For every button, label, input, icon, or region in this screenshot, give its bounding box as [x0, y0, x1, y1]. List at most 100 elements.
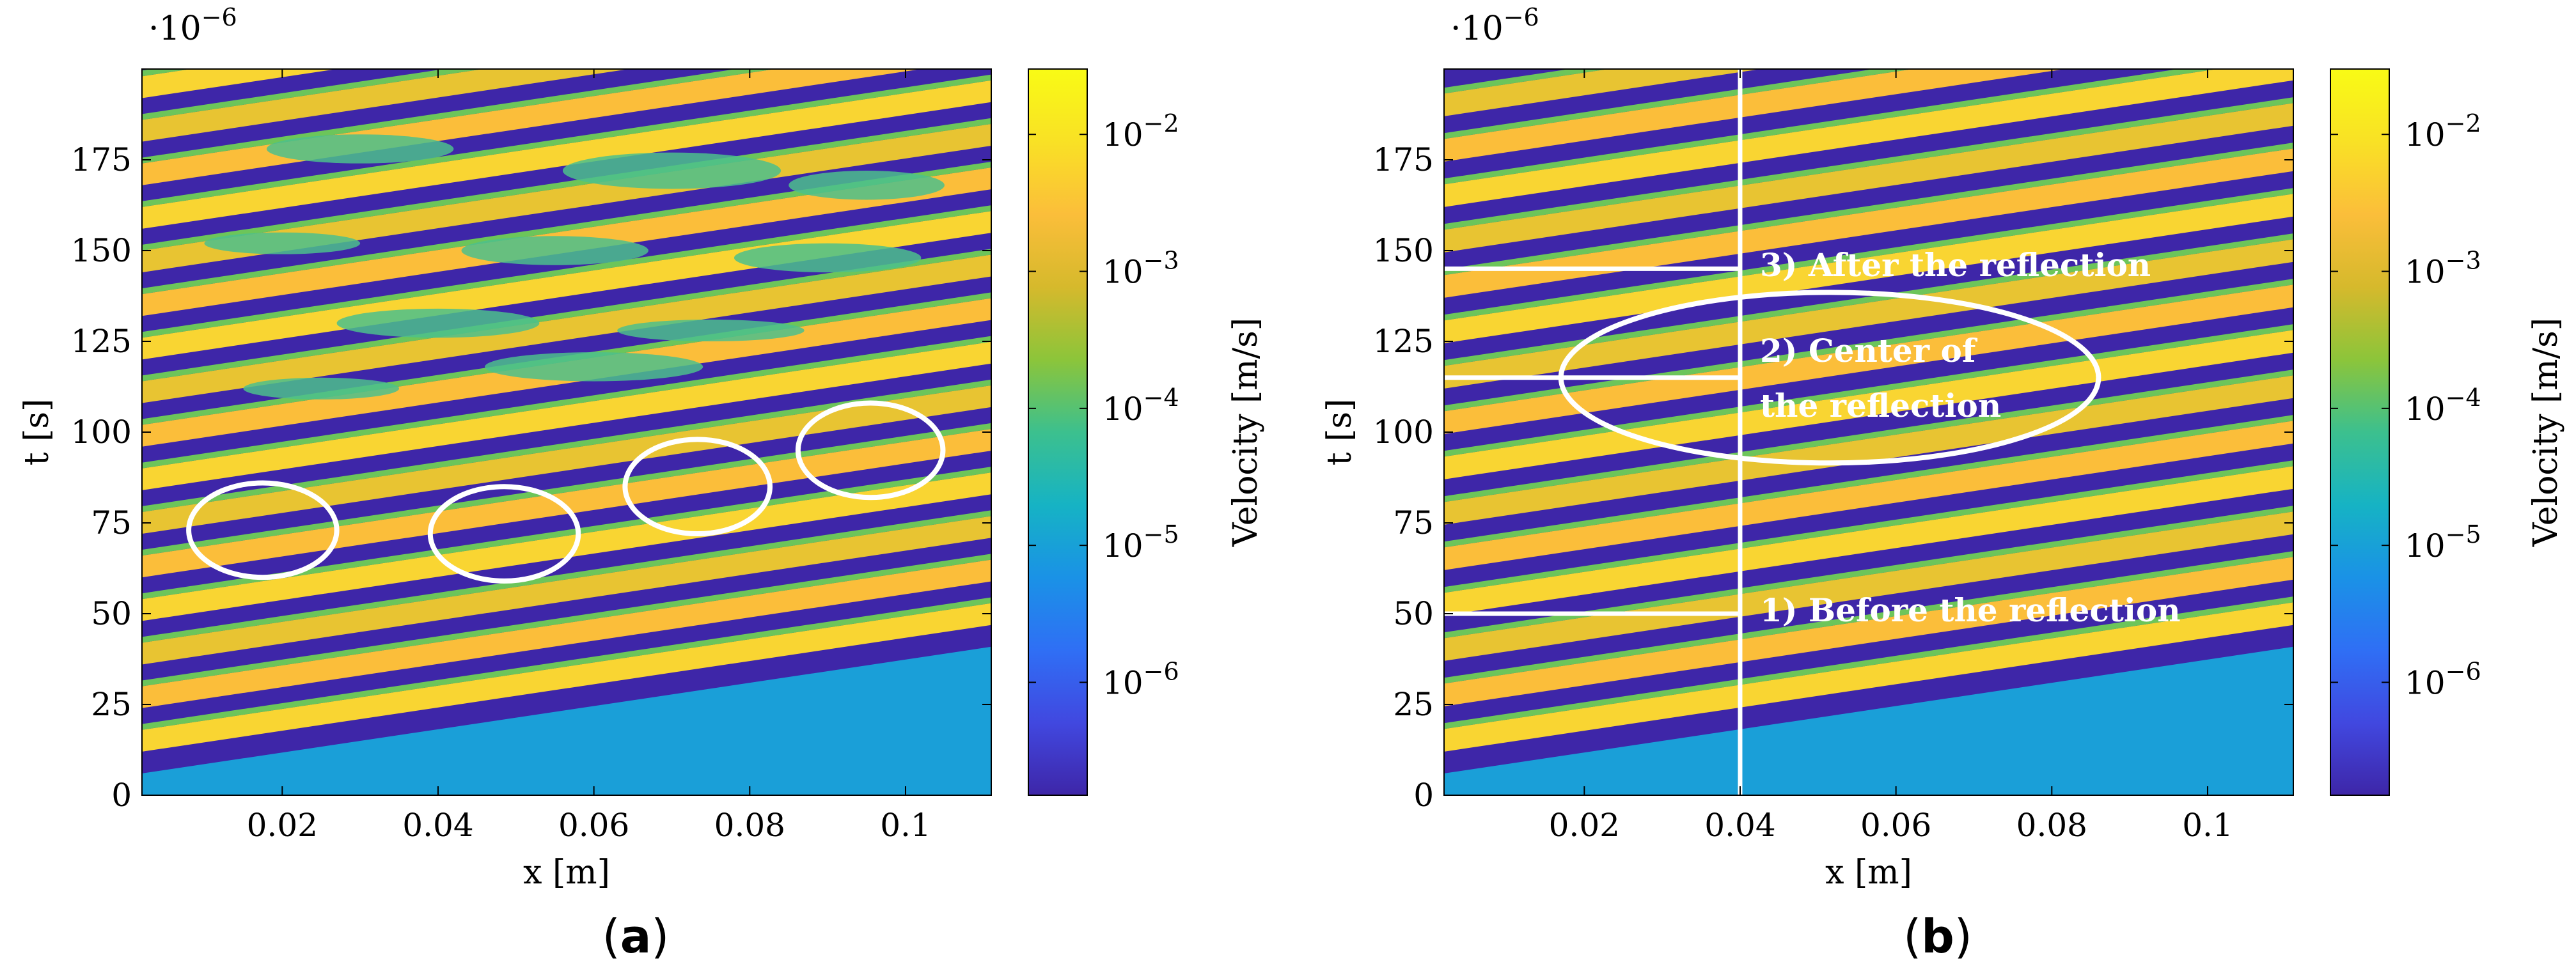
band-fringe	[142, 379, 991, 512]
colorbar-tick-label: 10−2	[1103, 109, 1179, 153]
velocity-patch	[562, 152, 781, 189]
band-fringe	[1444, 551, 2293, 684]
velocity-band	[142, 472, 991, 621]
velocity-band	[1444, 284, 2293, 434]
velocity-patch	[617, 319, 805, 341]
x-tick-label: 0.04	[1704, 807, 1775, 844]
x-tick-label: 0.02	[247, 807, 318, 844]
x-axis-a: 0.02 0.04 0.06 0.08 0.1	[247, 69, 931, 844]
x-axis-b: 0.02 0.04 0.06 0.08 0.1	[1549, 69, 2233, 844]
velocity-patch	[485, 352, 703, 382]
y-tick-label: 75	[1393, 504, 1434, 541]
velocity-patch	[266, 134, 454, 164]
y-tick-label: 100	[1373, 414, 1434, 451]
velocity-band	[1444, 103, 2293, 252]
velocity-band	[1444, 602, 2293, 752]
velocity-patch	[204, 232, 361, 254]
y-scale-factor-b: ·10−6	[1450, 3, 1539, 48]
band-fringe	[142, 69, 191, 77]
velocity-band	[1444, 557, 2293, 706]
velocity-band	[1444, 421, 2293, 570]
band-fringe	[142, 0, 991, 33]
velocity-band	[1444, 239, 2293, 389]
velocity-patch	[336, 308, 540, 338]
x-axis-label-a: x [m]	[523, 853, 610, 892]
band-fringe	[1444, 233, 2293, 366]
colorbar-tick-label: 10−4	[2405, 384, 2481, 428]
highlight-ellipse	[186, 480, 340, 580]
x-tick-label: 0.06	[1860, 807, 1931, 844]
colorbar-tick-label: 10−5	[2405, 520, 2481, 564]
x-tick-label: 0.02	[1549, 807, 1620, 844]
velocity-band	[142, 341, 991, 490]
highlight-ellipse	[427, 484, 581, 584]
colorbar-tick-label: 10−4	[1103, 384, 1179, 428]
band-fringe	[142, 510, 991, 643]
velocity-band	[142, 0, 991, 54]
y-tick-label: 50	[1393, 595, 1434, 632]
velocity-patch	[789, 171, 945, 200]
y-tick-label: 0	[1413, 777, 1434, 814]
velocity-band	[1444, 511, 2293, 661]
velocity-patch	[243, 377, 400, 400]
velocity-band	[142, 385, 991, 534]
heatmap-a	[142, 0, 991, 795]
band-fringe	[142, 161, 991, 295]
y-tick-label: 0	[111, 777, 132, 814]
y-axis-label-b: t [s]	[1321, 399, 1359, 466]
highlight-ellipse	[795, 400, 946, 501]
noise-region-b	[1444, 646, 2293, 795]
y-tick-label: 25	[91, 686, 132, 723]
x-tick-label: 0.08	[714, 807, 785, 844]
caption-a: (a)	[602, 910, 670, 963]
velocity-band	[142, 69, 629, 142]
y-tick-label: 125	[1373, 323, 1434, 360]
band-fringe	[142, 554, 991, 687]
y-tick-label: 175	[1373, 141, 1434, 178]
band-fringe	[1444, 596, 2293, 729]
band-fringe	[142, 205, 991, 338]
colorbar-b	[2330, 68, 2390, 796]
annotation-before-reflection: 1) Before the reflection	[1760, 591, 2181, 629]
y-tick-label: 100	[71, 414, 132, 451]
panel-a: 0.02 0.04 0.06 0.08 0.1 0255075100125150175 …	[18, 0, 1265, 963]
panel-b: 0.02 0.04 0.06 0.08 0.1 0255075100125150175 …	[1321, 3, 2565, 963]
band-fringe	[142, 467, 991, 600]
noise-region-a	[142, 646, 991, 795]
colorbar-ticks-a: 10−6 10−5 10−4 10−3 10−2	[1028, 109, 1179, 701]
y-tick-label: 175	[71, 141, 132, 178]
band-fringe	[1444, 143, 2293, 276]
colorbar-label-b: Velocity [m/s]	[2527, 318, 2565, 547]
y-tick-label: 75	[91, 504, 132, 541]
band-fringe	[1444, 369, 2293, 502]
velocity-band	[1444, 69, 2065, 162]
band-fringe	[142, 249, 991, 382]
heatmap-b	[1444, 69, 2293, 795]
band-fringe	[142, 69, 483, 120]
colorbar-label-a: Velocity [m/s]	[1227, 318, 1265, 547]
annotation-overlay-b	[1444, 69, 2101, 795]
annotation-after-reflection: 3) After the reflection	[1760, 246, 2151, 284]
x-tick-label: 0.1	[880, 807, 931, 844]
velocity-patch	[461, 236, 648, 265]
velocity-patch	[734, 243, 922, 273]
annotation-center-reflection-line1: 2) Center of	[1760, 332, 1978, 369]
velocity-band	[1444, 69, 1761, 116]
colorbar-tick-label: 10−5	[1103, 520, 1179, 564]
band-fringe	[1444, 460, 2293, 593]
annotation-center-reflection-line2: the reflection	[1760, 387, 2001, 424]
y-tick-label: 150	[71, 232, 132, 269]
band-fringe	[1444, 415, 2293, 548]
velocity-band	[142, 603, 991, 752]
band-fringe	[142, 597, 991, 730]
colorbar-tick-label: 10−2	[2405, 109, 2481, 153]
y-axis-b: 0 25 50 75 100 125 150 175	[1373, 141, 2293, 814]
x-axis-label-b: x [m]	[1825, 853, 1912, 892]
colorbar-tick-label: 10−6	[2405, 657, 2481, 701]
band-fringe	[1444, 69, 1913, 139]
band-fringe	[1444, 324, 2293, 457]
caption-b: (b)	[1903, 910, 1972, 963]
y-axis-a: 0 25 50 75 100 125 150 175	[71, 141, 991, 814]
band-fringe	[142, 423, 991, 556]
